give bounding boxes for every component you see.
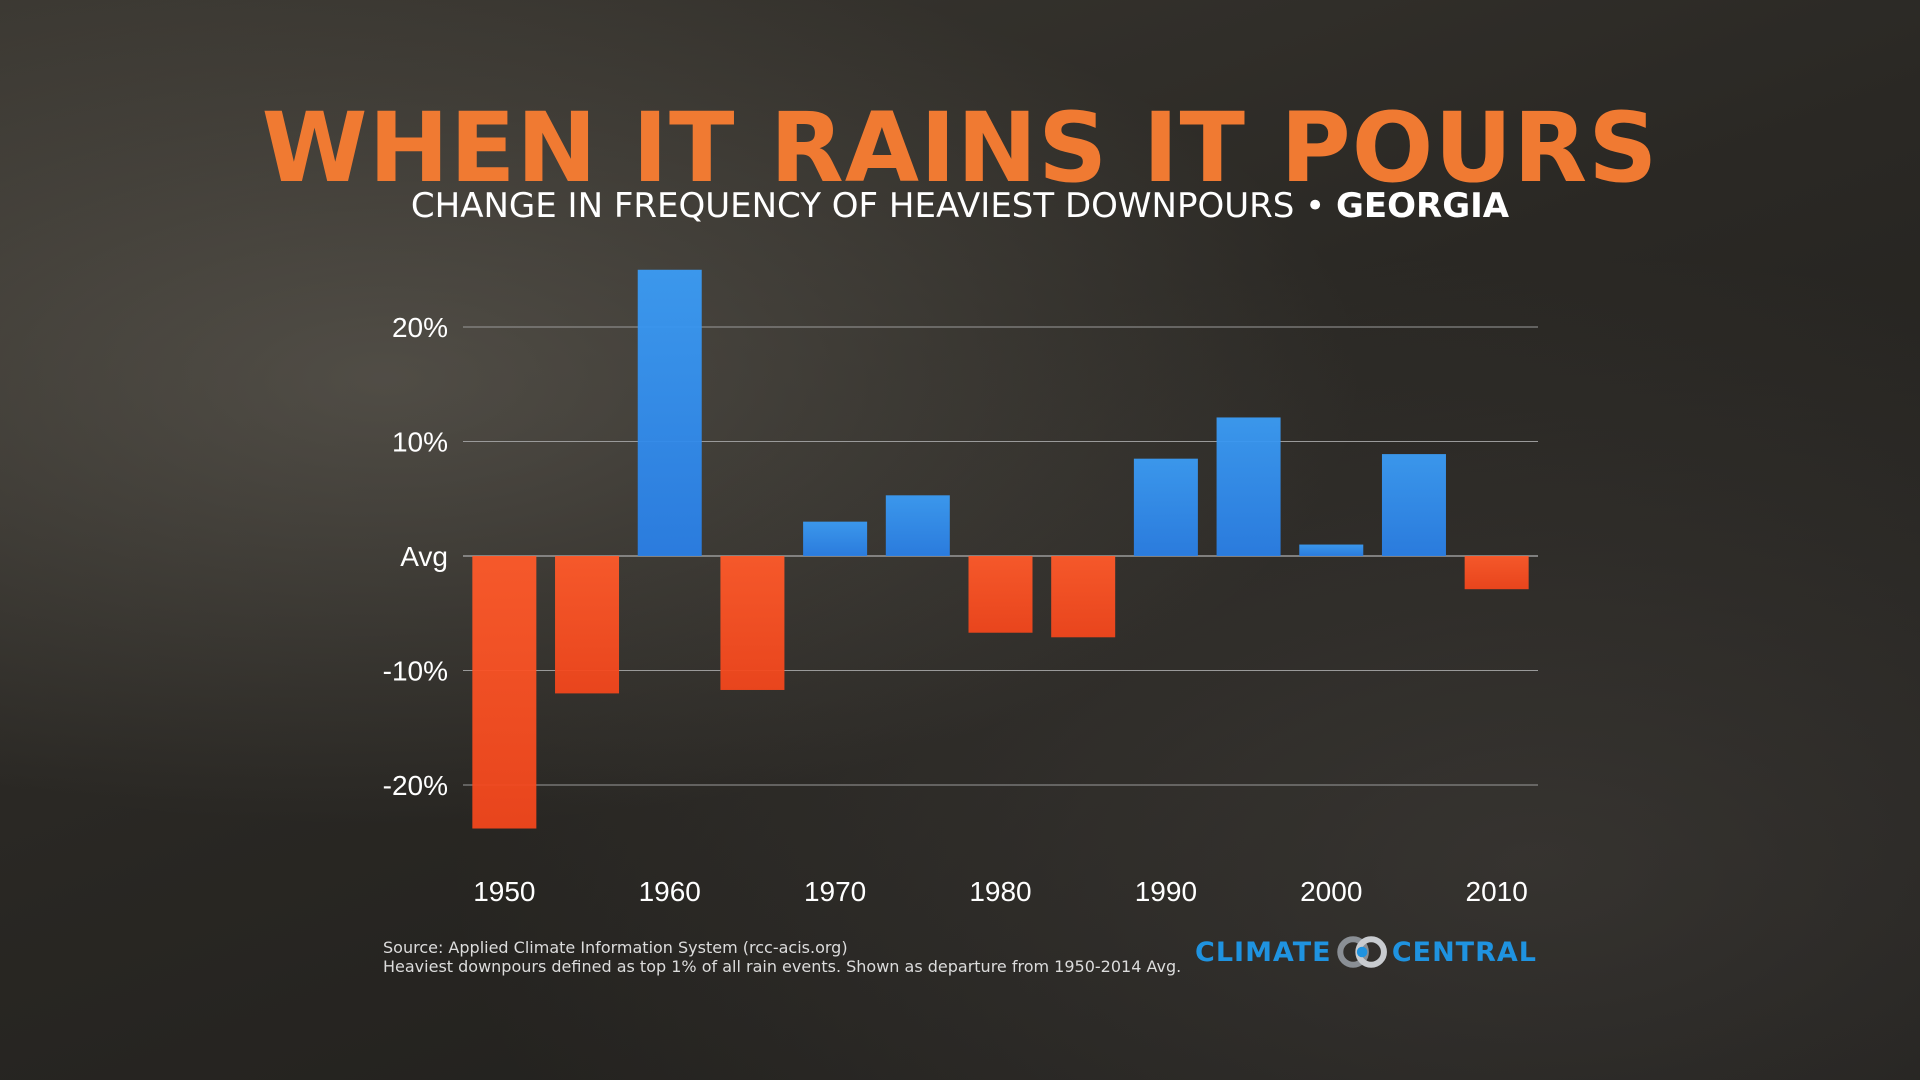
chart-title: WHEN IT RAINS IT POURS <box>261 92 1659 204</box>
logo-word-climate: CLIMATE <box>1195 936 1332 968</box>
x-axis-labels: 1950 1960 1970 1980 1990 2000 2010 <box>473 876 1528 907</box>
bar-1985 <box>1051 556 1116 638</box>
x-tick-label: 2010 <box>1466 876 1528 907</box>
subtitle-region: GEORGIA <box>1335 186 1510 226</box>
bars <box>472 269 1529 829</box>
y-tick-label: -20% <box>383 770 448 801</box>
source-note: Source: Applied Climate Information Syst… <box>383 938 1181 976</box>
subtitle-prefix: CHANGE IN FREQUENCY OF HEAVIEST DOWNPOUR… <box>410 186 1336 226</box>
chart-subtitle: CHANGE IN FREQUENCY OF HEAVIEST DOWNPOUR… <box>0 186 1920 226</box>
climate-central-logo: CLIMATE CENTRAL <box>1195 930 1537 974</box>
bar-1960 <box>637 269 702 556</box>
bar-1980 <box>968 556 1033 633</box>
x-tick-label: 1950 <box>473 876 535 907</box>
y-tick-label: Avg <box>400 541 448 572</box>
bar-1995 <box>1216 417 1281 556</box>
x-tick-label: 1960 <box>639 876 701 907</box>
x-tick-label: 2000 <box>1300 876 1362 907</box>
bar-1970 <box>803 521 868 556</box>
bar-2000 <box>1299 544 1364 556</box>
x-tick-label: 1970 <box>804 876 866 907</box>
x-tick-label: 1980 <box>969 876 1031 907</box>
logo-word-central: CENTRAL <box>1391 936 1537 968</box>
y-tick-label: 10% <box>392 427 448 458</box>
x-tick-label: 1990 <box>1135 876 1197 907</box>
y-tick-label: 20% <box>392 312 448 343</box>
bar-1950 <box>472 556 537 829</box>
bar-2010 <box>1464 556 1529 590</box>
bar-1955 <box>555 556 620 694</box>
definition-line: Heaviest downpours defined as top 1% of … <box>383 957 1182 976</box>
y-axis-labels: 20% 10% Avg -10% -20% <box>383 312 448 801</box>
bar-1975 <box>885 495 950 556</box>
source-line: Source: Applied Climate Information Syst… <box>383 938 848 957</box>
bar-1965 <box>720 556 785 690</box>
y-tick-label: -10% <box>383 656 448 687</box>
bar-1990 <box>1133 458 1198 556</box>
interlocking-rings-icon <box>1336 936 1387 968</box>
bar-2005 <box>1381 454 1446 556</box>
